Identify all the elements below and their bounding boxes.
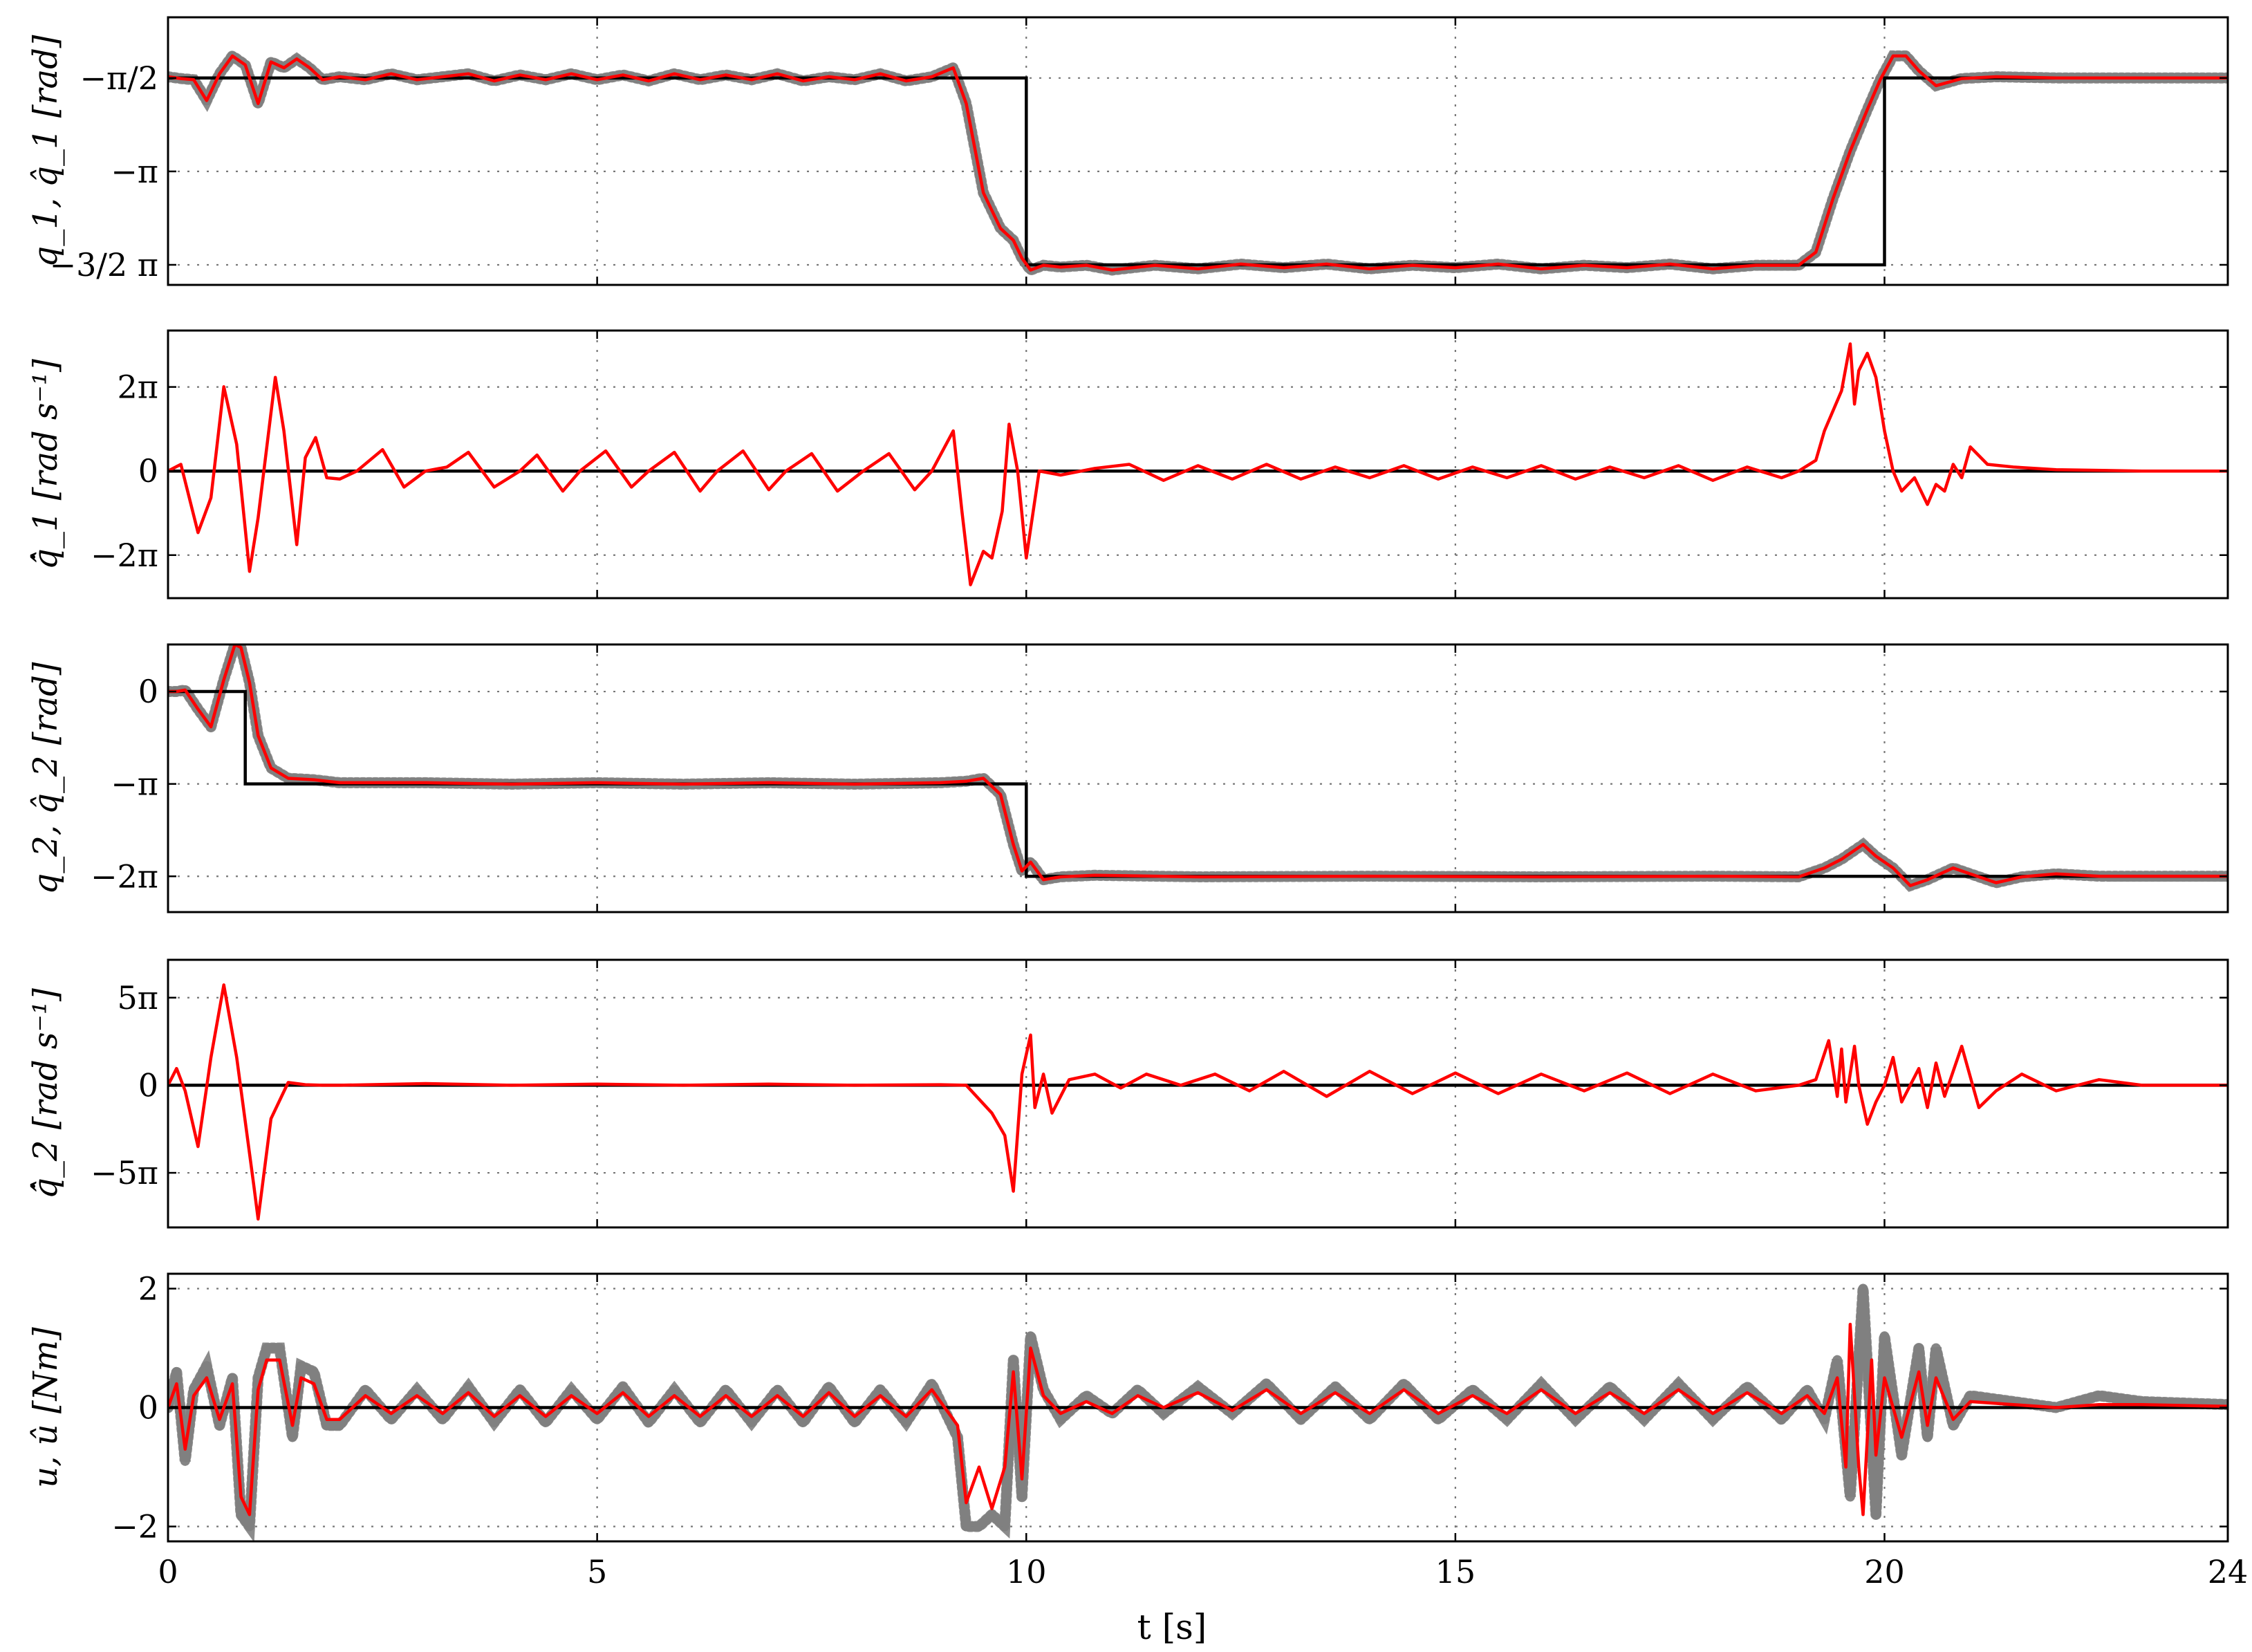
y-tick-label: −3/2 π	[50, 246, 158, 284]
subplots-container: −π/2 −π −3/2 πq_1, q̂_1 [rad] 2π 0 −2π q̂̇_1 […	[26, 16, 2248, 1591]
y-axis-label: q̂̇_2 [rad s⁻¹]	[26, 988, 65, 1199]
y-tick-label: 2	[138, 1270, 158, 1308]
x-tick-label: 0	[158, 1553, 178, 1590]
series-measured-markers	[168, 644, 2228, 892]
data-series-group	[168, 48, 2228, 277]
x-tick-label: 5	[587, 1553, 607, 1590]
series-estimated-line	[168, 1322, 2228, 1516]
y-tick-label: −π/2	[80, 59, 158, 97]
y-tick-label: −2π	[91, 537, 158, 574]
series-estimated-line	[168, 983, 2228, 1221]
subplot-3: 0 −π −2π q_2, q̂_2 [rad]	[26, 643, 2229, 913]
y-tick-label: 2π	[118, 369, 159, 406]
axes-frame	[167, 329, 2229, 600]
data-series-group	[168, 342, 2228, 586]
y-tick-label: −π	[111, 765, 158, 803]
series-estimated-line	[168, 644, 2228, 887]
subplot-4: 5π 0 −5π q̂̇_2 [rad s⁻¹]	[26, 958, 2229, 1229]
y-tick-label: −5π	[91, 1154, 158, 1191]
axes-frame	[167, 643, 2229, 913]
subplot-2: 2π 0 −2π q̂̇_1 [rad s⁻¹]	[26, 329, 2229, 600]
y-tick-label: 0	[138, 452, 158, 490]
y-axis-label: q̂̇_1 [rad s⁻¹]	[26, 359, 65, 570]
series-estimated-line	[168, 342, 2228, 586]
y-tick-label: −2π	[91, 857, 158, 895]
series-reference-line	[168, 76, 2228, 267]
axes-frame	[167, 958, 2229, 1229]
x-tick-label: 24	[2208, 1553, 2249, 1590]
y-tick-label: 0	[138, 1066, 158, 1104]
data-series-group	[168, 644, 2228, 892]
series-measured-line	[168, 50, 2228, 275]
data-series-group	[168, 983, 2228, 1221]
y-tick-label: 0	[138, 673, 158, 710]
axes-frame	[167, 16, 2229, 286]
y-tick-label: −π	[111, 153, 158, 190]
y-axis-label: u, û [Nm]	[26, 1327, 65, 1488]
y-axis-label: q_2, q̂_2 [rad]	[26, 662, 65, 894]
subplot-1: −π/2 −π −3/2 πq_1, q̂_1 [rad]	[26, 16, 2229, 286]
x-tick-label: 15	[1435, 1553, 1476, 1590]
y-axis-label: q_1, q̂_1 [rad]	[26, 35, 65, 267]
data-series-group	[168, 1283, 2228, 1541]
series-estimated-line	[168, 54, 2228, 272]
subplot-5: 20−2u, û [Nm]0 5 10 15 20 24	[26, 1270, 2248, 1591]
y-tick-label: 5π	[118, 979, 159, 1017]
series-measured-line	[168, 644, 2228, 891]
x-tick-label: 10	[1006, 1553, 1047, 1590]
series-measured-markers	[168, 48, 2228, 277]
y-tick-label: 0	[138, 1389, 158, 1427]
x-axis-label: t [s]	[1137, 1607, 1207, 1647]
x-tick-label: 20	[1864, 1553, 1905, 1590]
y-tick-label: −2	[111, 1508, 158, 1546]
